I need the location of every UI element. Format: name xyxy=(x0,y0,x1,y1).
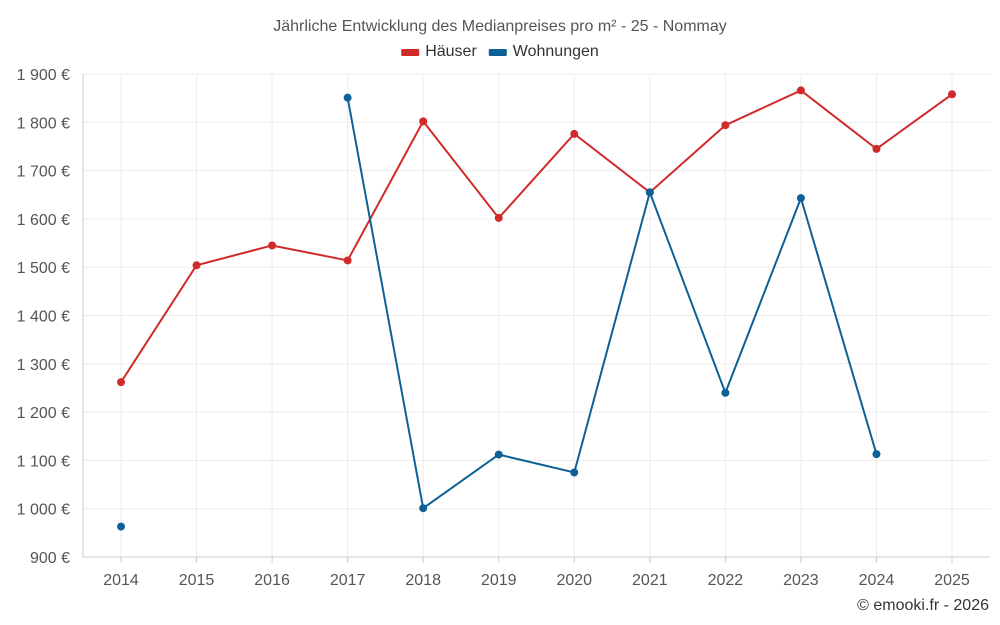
series-wohnungen xyxy=(117,93,881,531)
x-tick-label: 2018 xyxy=(405,572,441,589)
legend-label: Häuser xyxy=(425,43,477,60)
legend-item-häuser[interactable]: Häuser xyxy=(401,43,477,60)
series-häuser xyxy=(117,86,956,387)
data-point[interactable] xyxy=(796,194,805,203)
data-point[interactable] xyxy=(721,121,730,130)
y-tick-label: 900 € xyxy=(30,550,70,567)
data-point[interactable] xyxy=(117,522,125,531)
data-point[interactable] xyxy=(419,117,428,126)
data-point[interactable] xyxy=(872,144,881,153)
legend-swatch xyxy=(488,49,507,56)
axes: 900 € 1 000 € 1 100 € 1 200 € 1 300 € 1 400 €… xyxy=(17,67,990,589)
y-tick-label: 1 000 € xyxy=(17,502,70,519)
data-point[interactable] xyxy=(570,468,579,477)
data-point[interactable] xyxy=(192,261,201,270)
chart-title: Jährliche Entwicklung des Medianpreises … xyxy=(273,18,727,35)
x-tick-label: 2020 xyxy=(556,572,592,589)
data-point[interactable] xyxy=(343,93,352,102)
data-point[interactable] xyxy=(494,213,503,222)
legend-swatch xyxy=(401,49,420,56)
data-point[interactable] xyxy=(796,86,805,95)
data-point[interactable] xyxy=(494,450,503,459)
x-tick-label: 2022 xyxy=(708,572,744,589)
x-tick-label: 2017 xyxy=(330,572,366,589)
y-tick-label: 1 500 € xyxy=(17,260,70,277)
series-layer xyxy=(117,86,956,531)
y-tick-label: 1 600 € xyxy=(17,212,70,229)
legend-label: Wohnungen xyxy=(513,43,599,60)
y-tick-label: 1 100 € xyxy=(17,453,70,470)
data-point[interactable] xyxy=(343,256,352,265)
x-tick-label: 2014 xyxy=(103,572,139,589)
data-point[interactable] xyxy=(645,188,654,197)
y-tick-label: 1 900 € xyxy=(17,67,70,84)
series-line xyxy=(346,97,878,510)
x-tick-label: 2019 xyxy=(481,572,517,589)
data-point[interactable] xyxy=(948,90,956,99)
legend-item-wohnungen[interactable]: Wohnungen xyxy=(488,43,599,60)
y-tick-label: 1 400 € xyxy=(17,309,70,326)
x-tick-label: 2015 xyxy=(179,572,215,589)
y-tick-label: 1 200 € xyxy=(17,405,70,422)
credit-text: © emooki.fr - 2026 xyxy=(857,597,989,614)
data-point[interactable] xyxy=(268,241,277,250)
x-tick-label: 2016 xyxy=(254,572,290,589)
data-point[interactable] xyxy=(117,378,125,387)
data-point[interactable] xyxy=(419,504,428,513)
data-point[interactable] xyxy=(570,129,579,138)
y-tick-label: 1 300 € xyxy=(17,357,70,374)
x-tick-label: 2021 xyxy=(632,572,668,589)
y-tick-label: 1 700 € xyxy=(17,164,70,181)
legend: Häuser Wohnungen xyxy=(401,43,599,60)
data-point[interactable] xyxy=(721,388,730,397)
series-line xyxy=(120,89,953,383)
x-tick-label: 2023 xyxy=(783,572,819,589)
data-point[interactable] xyxy=(872,450,881,459)
y-tick-label: 1 800 € xyxy=(17,115,70,132)
x-tick-label: 2025 xyxy=(934,572,970,589)
grid xyxy=(83,73,990,558)
x-tick-label: 2024 xyxy=(859,572,895,589)
